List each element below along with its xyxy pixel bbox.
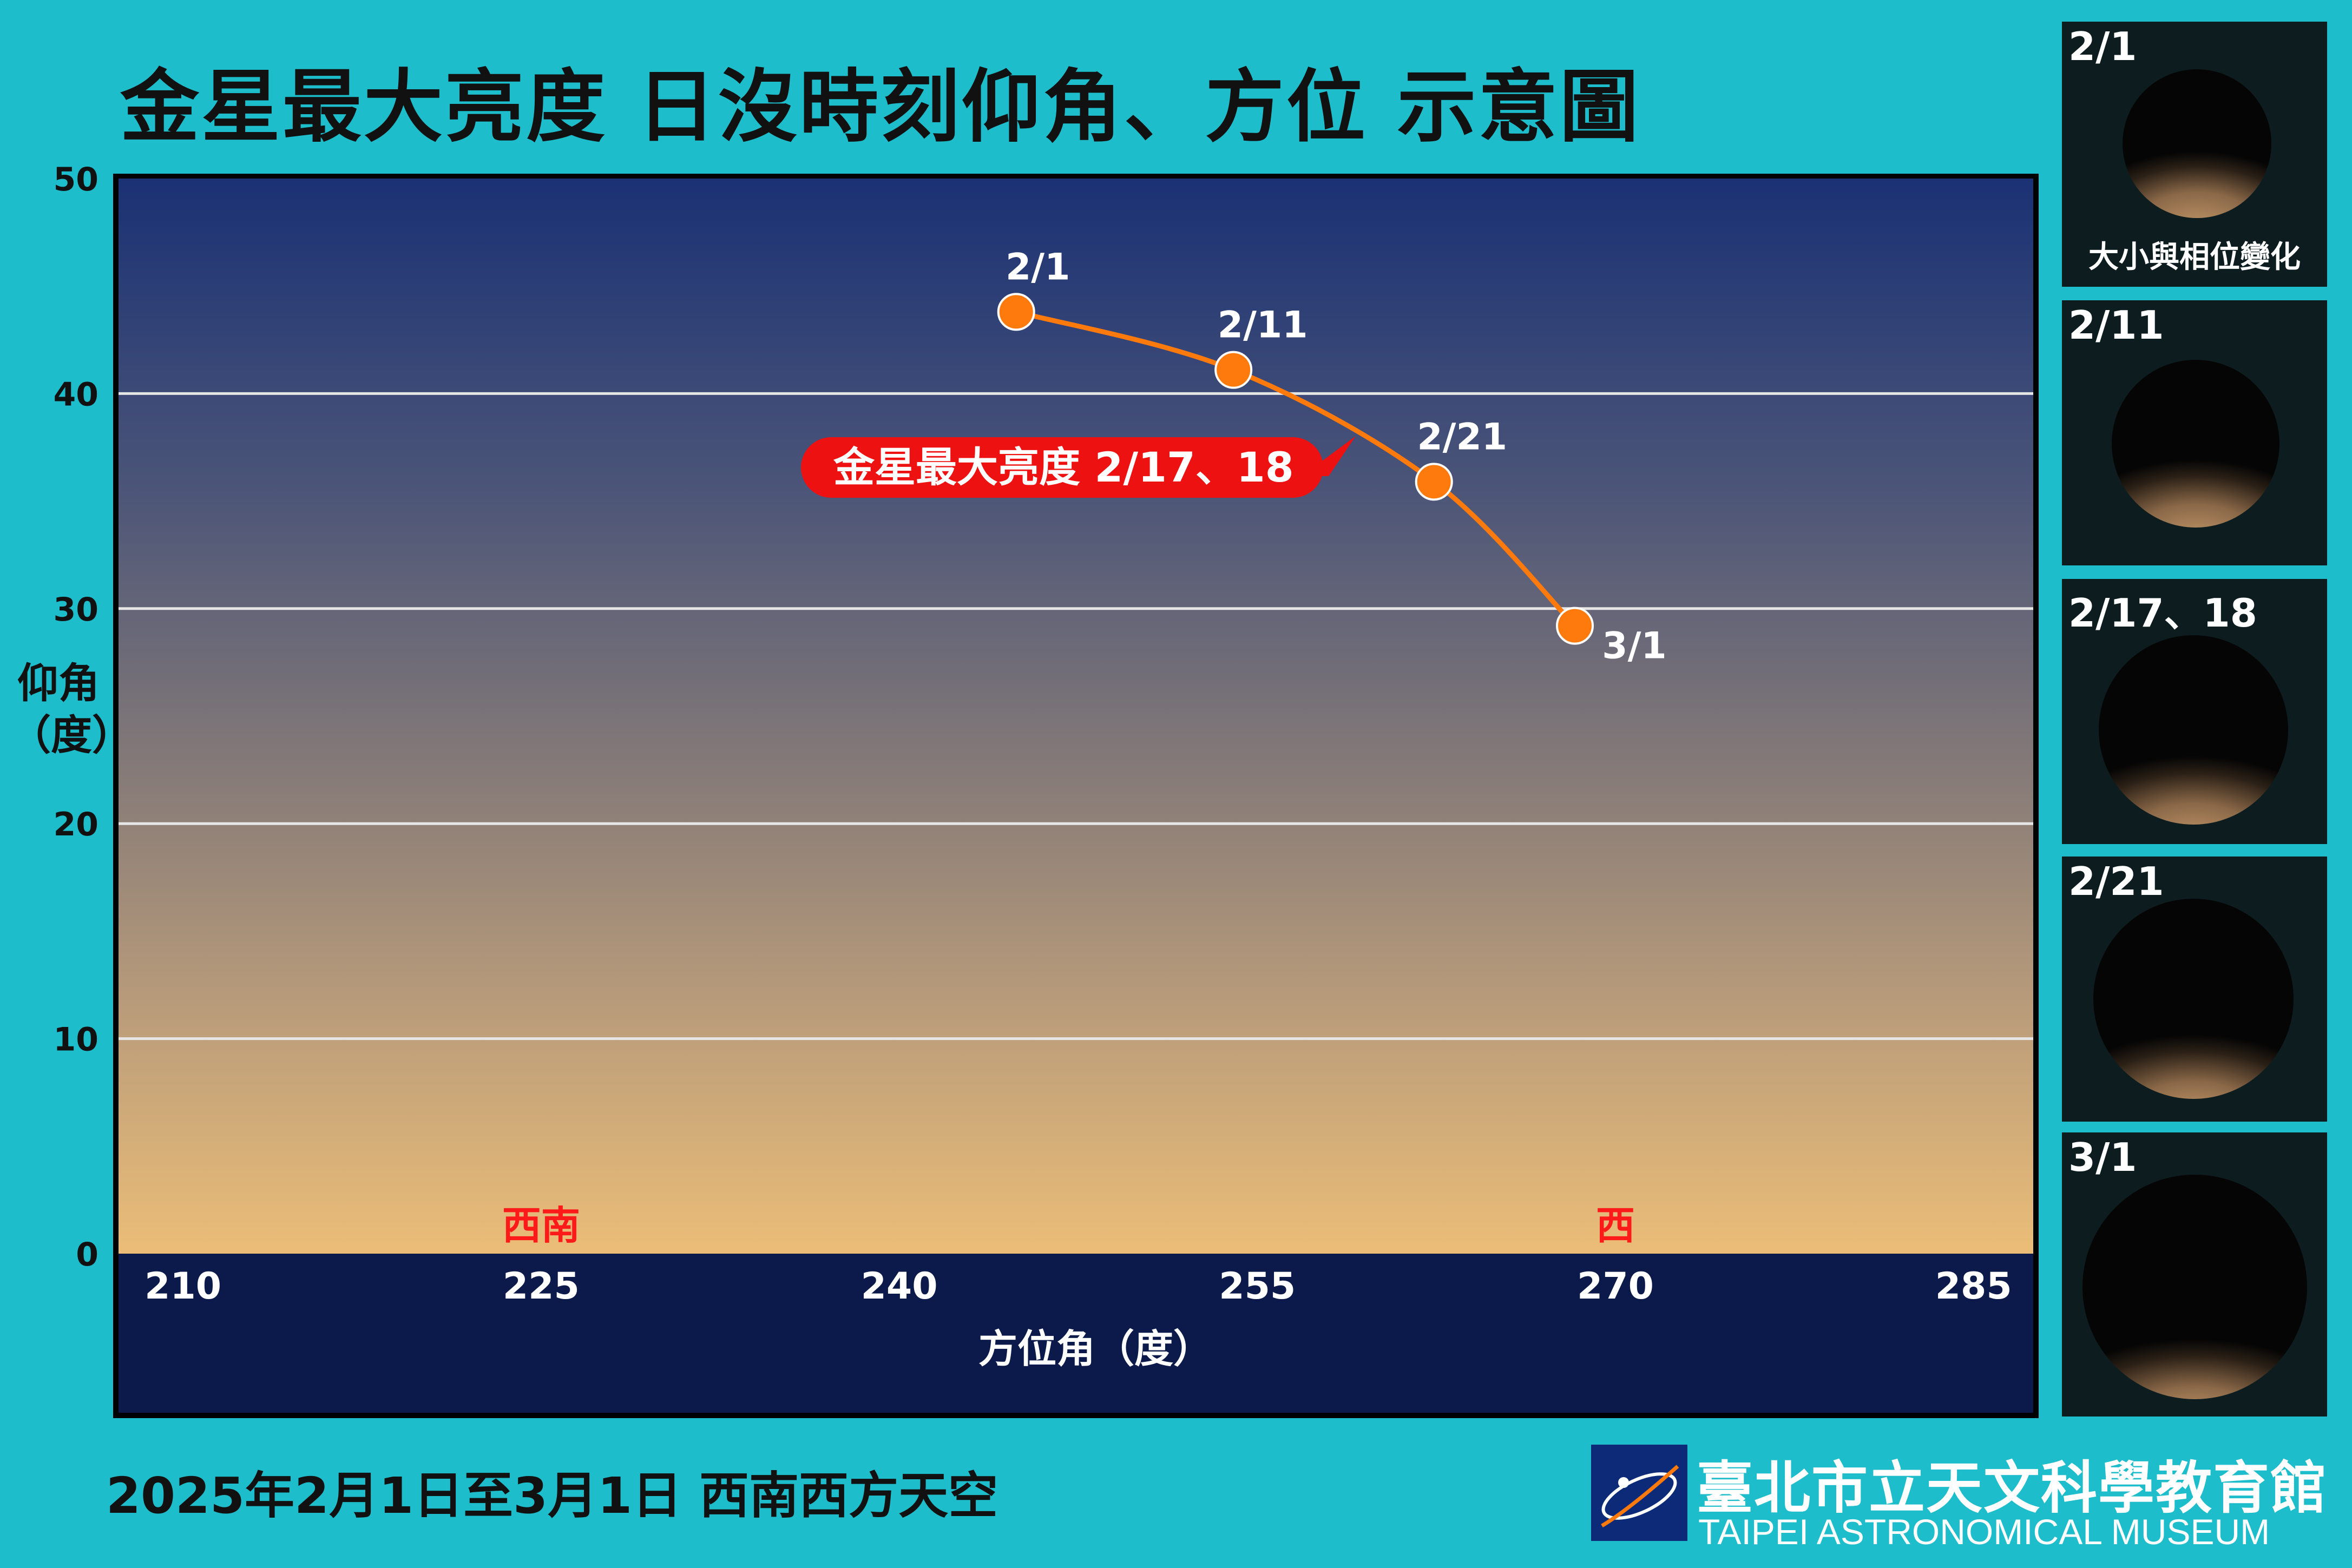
phase-caption: 大小與相位變化 [2088, 240, 2301, 275]
phase-panel-label: 2/21 [2068, 859, 2164, 904]
sky-plot-area [119, 179, 2033, 1254]
venus-phase-image [2082, 1175, 2307, 1399]
y-tick-label: 40 [54, 375, 99, 413]
x-tick-label: 225 [503, 1265, 580, 1308]
phase-panel: 3/1 [2062, 1132, 2327, 1417]
x-tick-label: 240 [861, 1265, 938, 1308]
data-point-label: 2/21 [1417, 416, 1507, 458]
phase-panel-label: 2/17、18 [2068, 590, 2257, 636]
phase-panel: 2/21 [2062, 857, 2327, 1122]
venus-path-line [1015, 309, 1577, 628]
y-axis-label-line1: 仰角 [17, 659, 100, 707]
phase-panel-label: 2/1 [2068, 24, 2137, 69]
venus-phase-image [2123, 69, 2271, 218]
x-tick-label: 270 [1577, 1265, 1654, 1308]
data-point-3-1 [1555, 607, 1594, 645]
phase-panel-label: 3/1 [2068, 1135, 2137, 1180]
y-tick-label: 30 [54, 591, 99, 629]
callout-text: 金星最大亮度 2/17、18 [833, 443, 1294, 491]
y-tick-label: 0 [76, 1236, 98, 1274]
museum-logo-mark [1591, 1445, 1687, 1541]
y-tick-label: 20 [54, 806, 99, 844]
data-point-label: 3/1 [1602, 625, 1666, 668]
y-tick-label: 10 [54, 1021, 99, 1059]
page-title: 金星最大亮度 日沒時刻仰角、方位 示意圖 [120, 61, 1641, 153]
max-brightness-callout: 金星最大亮度 2/17、18 [801, 436, 1356, 498]
direction-label: 西南 [502, 1203, 580, 1248]
data-point-2-11 [1214, 351, 1253, 389]
museum-logo: 臺北市立天文科學教育館 TAIPEI ASTRONOMICAL MUSEUM [1591, 1442, 2328, 1552]
phase-panel-label: 2/11 [2068, 302, 2164, 348]
data-point-2-1 [997, 293, 1035, 331]
phase-panel: 2/11 [2062, 300, 2327, 565]
y-tick-label: 50 [54, 161, 99, 199]
callout-box [801, 437, 1323, 498]
museum-name-english: TAIPEI ASTRONOMICAL MUSEUM [1698, 1512, 2270, 1552]
phase-panel: 2/1 大小與相位變化 [2062, 22, 2327, 287]
x-tick-label: 210 [144, 1265, 221, 1308]
footer-date-range: 2025年2月1日至3月1日 西南西方天空 [106, 1467, 998, 1525]
data-point-label: 2/11 [1218, 304, 1308, 347]
phase-panel: 2/17、18 [2062, 579, 2327, 844]
venus-phase-image [2093, 899, 2294, 1099]
venus-phase-image [2099, 635, 2288, 825]
museum-name-chinese: 臺北市立天文科學教育館 [1697, 1455, 2328, 1521]
x-tick-label: 285 [1935, 1265, 2012, 1308]
data-point-2-21 [1415, 463, 1453, 501]
x-axis-label: 方位角（度） [978, 1326, 1212, 1372]
x-tick-label: 255 [1219, 1265, 1296, 1308]
direction-label: 西 [1596, 1203, 1635, 1248]
venus-phase-image [2112, 360, 2279, 528]
data-point-label: 2/1 [1006, 246, 1070, 288]
